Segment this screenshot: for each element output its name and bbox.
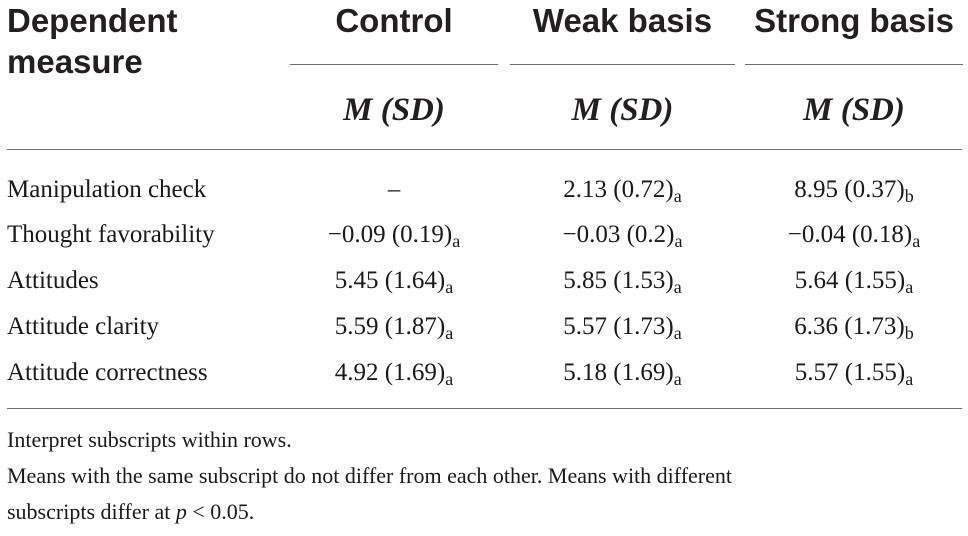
note-line-2: Means with the same subscript do not dif… <box>7 463 733 488</box>
column-header-strong-basis: Strong basis <box>754 2 954 39</box>
note-line-1: Interpret subscripts within rows. <box>7 427 292 452</box>
table-cell: −0.03 (0.2)a <box>562 221 683 251</box>
dependent-header-line2: measure <box>7 43 143 80</box>
table-cell: 6.36 (1.73)b <box>794 313 914 343</box>
stat-header-strong-basis: M (SD) <box>803 92 905 128</box>
row-label: Attitude clarity <box>7 313 160 340</box>
table-cell: 5.45 (1.64)a <box>334 267 454 297</box>
table-cell: 5.85 (1.53)a <box>563 267 682 297</box>
row-label: Thought favorability <box>7 221 215 248</box>
dependent-header-line1: Dependent <box>7 2 178 39</box>
header-rule-control <box>290 64 498 65</box>
table-cell: −0.09 (0.19)a <box>327 221 461 251</box>
header-rule-strong-basis <box>745 64 963 65</box>
table-cell: −0.04 (0.18)a <box>787 221 921 251</box>
table-cell: 5.57 (1.73)a <box>563 313 682 343</box>
table-cell: 5.59 (1.87)a <box>334 313 454 343</box>
dependent-measure-header: Dependent measure <box>7 0 178 82</box>
table-cell: 5.18 (1.69)a <box>563 359 682 389</box>
column-header-control: Control <box>335 2 453 39</box>
stat-header-control: M (SD) <box>343 92 445 128</box>
table-cell: 5.57 (1.55)a <box>794 359 914 389</box>
header-rule-weak-basis <box>510 64 735 65</box>
note-line-3: subscripts differ at p < 0.05. <box>7 499 255 524</box>
p-symbol: p <box>175 499 187 524</box>
header-bottom-rule <box>7 149 962 150</box>
row-label: Attitude correctness <box>7 359 208 386</box>
row-label: Attitudes <box>7 267 99 294</box>
table-cell: 8.95 (0.37)b <box>794 176 914 206</box>
row-label: Manipulation check <box>7 176 207 203</box>
table-cell: 5.64 (1.55)a <box>794 267 914 297</box>
table-cell: 2.13 (0.72)a <box>563 176 682 206</box>
table-bottom-rule <box>7 408 962 409</box>
column-header-weak-basis: Weak basis <box>532 2 713 39</box>
table-cell: – <box>387 176 401 203</box>
stat-header-weak-basis: M (SD) <box>571 92 674 128</box>
table-cell: 4.92 (1.69)a <box>334 359 454 389</box>
